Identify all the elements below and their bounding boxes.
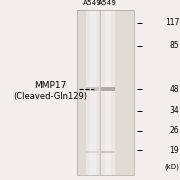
Text: A549: A549	[83, 0, 102, 6]
Text: (kD): (kD)	[164, 163, 179, 170]
Bar	[77, 10, 134, 175]
Text: 117: 117	[165, 18, 179, 27]
Text: MMP17: MMP17	[34, 81, 67, 90]
Bar	[101, 10, 115, 175]
Bar	[86, 10, 99, 175]
Text: 48: 48	[170, 85, 179, 94]
Bar	[105, 10, 111, 175]
Bar	[77, 10, 134, 175]
Text: (Cleaved-Gln129): (Cleaved-Gln129)	[13, 92, 87, 101]
Bar	[101, 151, 115, 153]
Bar	[101, 87, 115, 91]
Bar	[86, 151, 99, 153]
Bar	[100, 10, 101, 175]
Text: 34: 34	[169, 106, 179, 115]
Text: A549: A549	[98, 0, 116, 6]
Text: 26: 26	[170, 126, 179, 135]
Text: 85: 85	[170, 41, 179, 50]
Bar	[90, 10, 96, 175]
Text: 19: 19	[170, 146, 179, 155]
Bar	[86, 87, 99, 91]
